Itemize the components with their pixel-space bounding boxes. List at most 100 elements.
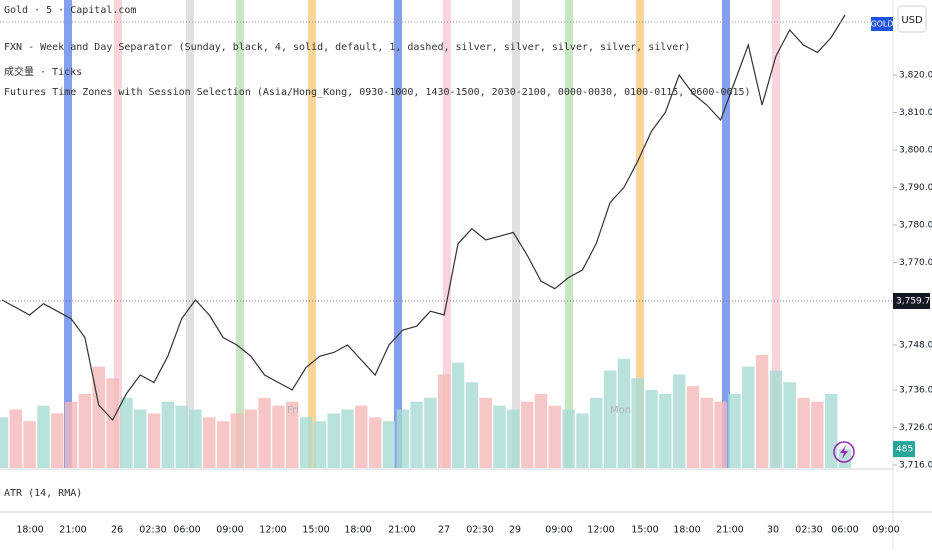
x-tick-label: 15:00 [631,525,658,536]
y-tick-label: 3,748.00 [899,341,932,351]
session-band [186,0,194,468]
volume-bar [562,409,575,468]
volume-bar [590,397,603,468]
volume-bar [465,382,479,468]
indicator-label: Futures Time Zones with Session Selectio… [4,87,751,98]
currency-label[interactable]: USD [901,15,923,26]
x-tick-label: 09:00 [545,525,572,536]
volume-bar [272,405,285,468]
volume-bar [755,354,769,468]
alert-bolt [840,445,848,459]
x-tick-label: 21:00 [716,525,743,536]
volume-bar [355,405,368,468]
volume-bar [175,405,188,468]
session-band [512,0,520,468]
volume-bar [700,397,714,468]
volume-bar [438,374,451,468]
session-band [772,0,780,468]
y-tick-label: 3,800.00 [899,146,932,156]
y-tick-label: 3,770.00 [899,258,932,268]
volume-bar [811,401,824,468]
volume-bar [659,393,672,468]
volume-bar [23,421,36,468]
session-band [565,0,573,468]
volume-bar [203,417,216,468]
symbol-badge [871,17,893,31]
x-tick-label: 06:00 [173,525,200,536]
x-tick-label: 02:30 [466,525,493,536]
volume-bar [37,405,50,468]
y-tick-label: 3,736.00 [899,386,932,396]
volume-bar [327,413,340,468]
alert-icon[interactable] [833,441,855,463]
volume-bar [133,409,147,468]
volume-label: 485 [896,445,913,455]
volume-bar [396,409,409,468]
x-tick-label: 09:00 [216,525,243,536]
volume-bar [838,449,852,468]
x-tick-label: 09:00 [872,525,899,536]
last-price-label: 3,759.74 [896,296,932,306]
x-tick-label: 12:00 [259,525,286,536]
session-band [236,0,244,468]
y-tick-label: 3,726.00 [899,423,932,433]
volume-bar [479,397,492,468]
volume-bar [368,417,382,468]
volume-bar [120,397,133,468]
volume-bar [493,405,506,468]
volume-bar [603,370,617,468]
volume-bar [672,374,686,468]
volume-bar [742,366,755,468]
session-band [394,0,402,468]
x-tick-label: 06:00 [831,525,858,536]
volume-bar [244,409,257,468]
x-tick-label: 12:00 [587,525,614,536]
volume-bar [631,378,644,468]
session-band [114,0,122,468]
volume-bar [728,393,741,468]
y-tick-label: 3,810.00 [899,108,932,118]
volume-bar [299,417,313,468]
session-band [308,0,316,468]
session-band [722,0,730,468]
x-tick-label: 18:00 [16,525,43,536]
x-tick-label: 02:30 [139,525,166,536]
volume-bar [617,358,631,468]
x-tick-label: 18:00 [673,525,700,536]
volume-bar [548,405,562,468]
volume-bar [313,421,327,468]
volume-bar [424,397,437,468]
volume-bar [507,409,520,468]
day-mark: Fri [287,405,299,416]
volume-bar [216,421,230,468]
volume-bar [451,362,465,468]
volume-bars [0,354,852,468]
volume-bar [189,409,202,468]
session-bands [64,0,780,468]
volume-bar [797,397,810,468]
volume-bar [341,409,354,468]
session-band [64,0,72,468]
x-tick-label: 21:00 [388,525,415,536]
volume-bar [51,413,64,468]
y-tick-label: 3,790.00 [899,183,932,193]
volume-bar [520,401,534,468]
symbol-badge-label: GOLD [870,20,893,29]
indicator-label: 成交量 · Ticks [4,65,82,78]
day-mark: Mon [610,405,631,416]
x-tick-label: 29 [509,525,521,536]
x-tick-label: 18:00 [344,525,371,536]
currency-button[interactable] [897,5,927,33]
symbol-title: Gold · 5 · Capital.com [4,5,136,16]
volume-bar [230,413,244,468]
volume-bar [64,401,78,468]
volume-bar [576,413,589,468]
volume-bar [714,401,727,468]
price-plot [1,14,846,422]
x-tick-label: 15:00 [302,525,329,536]
volume-bar [9,409,23,468]
indicator-label: FXN - Week and Day Separator (Sunday, bl… [4,42,690,53]
y-tick-label: 3,780.00 [899,221,932,231]
x-tick-label: 30 [767,525,779,536]
